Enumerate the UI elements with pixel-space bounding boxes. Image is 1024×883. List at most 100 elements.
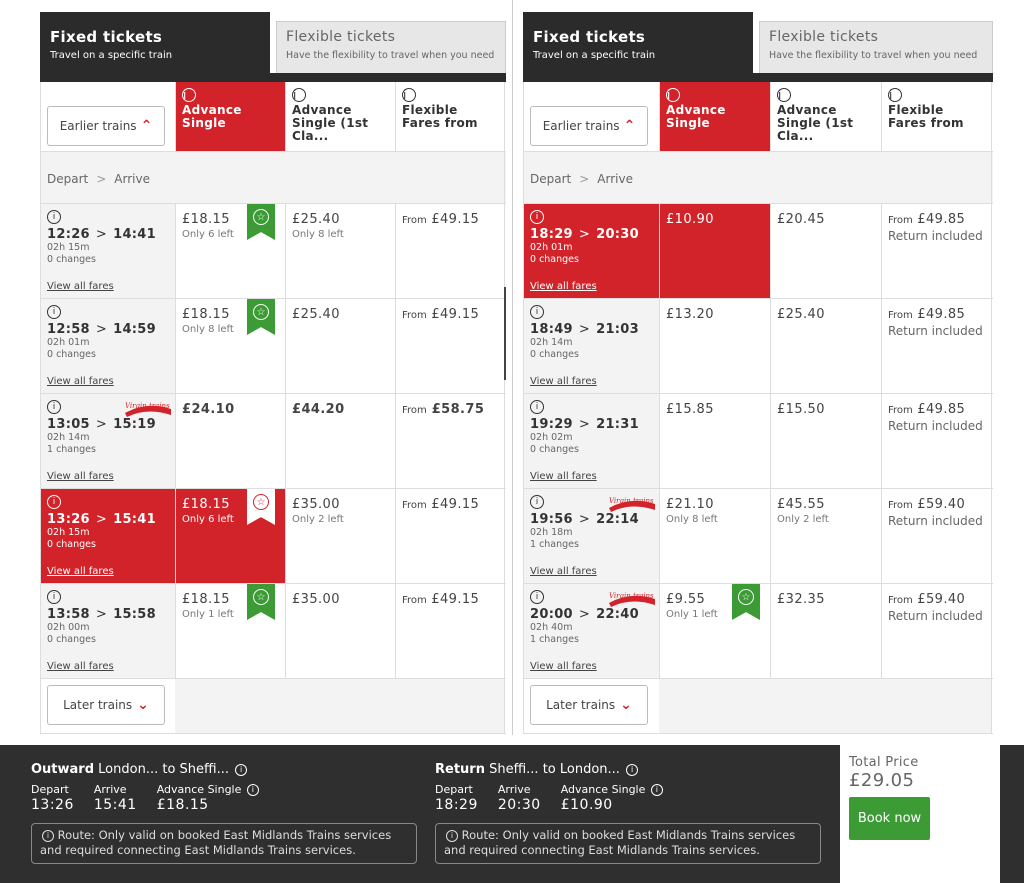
train-info-cell[interactable]: i 12:58 >14:59 02h 01m 0 changes View all… [41, 299, 175, 393]
fare-cell[interactable]: £18.15 Only 1 left ☆ [175, 584, 285, 678]
later-trains-button[interactable]: Later trains ⌄ [47, 685, 165, 725]
fare-cell[interactable]: £21.10 Only 8 left [659, 489, 770, 583]
earlier-trains-button[interactable]: Earlier trains ⌃ [47, 106, 165, 146]
info-icon[interactable]: i [888, 88, 902, 102]
fare-cell-selected[interactable]: £10.90 [659, 204, 770, 298]
fare-cell[interactable]: £25.40 [770, 299, 881, 393]
view-all-fares-link[interactable]: View all fares [47, 281, 114, 292]
fare-cell[interactable]: From £59.40 Return included [881, 584, 992, 678]
train-info-cell[interactable]: i 13:58 >15:58 02h 00m 0 changes View all… [41, 584, 175, 678]
view-all-fares-link[interactable]: View all fares [530, 281, 597, 292]
view-all-fares-link[interactable]: View all fares [47, 376, 114, 387]
fare-cell[interactable]: From £49.85 Return included [881, 204, 992, 298]
info-icon[interactable]: i [246, 783, 259, 796]
view-all-fares-link[interactable]: View all fares [47, 661, 114, 672]
info-icon[interactable]: i [530, 495, 544, 509]
fare-note: Only 1 left [182, 609, 234, 620]
book-now-button[interactable]: Book now [849, 797, 930, 840]
info-icon[interactable]: i [530, 590, 544, 604]
arrive-time: 15:41 [93, 797, 137, 813]
view-all-fares-link[interactable]: View all fares [530, 471, 597, 482]
later-trains-button[interactable]: Later trains ⌄ [530, 685, 648, 725]
info-icon[interactable]: i [47, 400, 61, 414]
info-icon[interactable]: i [626, 763, 639, 776]
fare-header-advance-single-first[interactable]: i Advance Single (1st Cla... [285, 82, 395, 151]
depart-arrive-label: Depart > Arrive [524, 152, 659, 203]
fare-cell[interactable]: £18.15 Only 8 left ☆ [175, 299, 285, 393]
fare-header-advance-single[interactable]: i Advance Single [175, 82, 285, 151]
view-all-fares-link[interactable]: View all fares [47, 566, 114, 577]
fare-header-flexible[interactable]: i Flexible Fares from [881, 82, 992, 151]
fare-cell[interactable]: From £49.15 [395, 299, 505, 393]
fare-cell[interactable]: £24.10 [175, 394, 285, 488]
info-icon[interactable]: i [235, 763, 248, 776]
view-all-fares-link[interactable]: View all fares [530, 566, 597, 577]
info-icon[interactable]: i [650, 783, 663, 796]
tab-flexible-tickets[interactable]: Flexible tickets Have the flexibility to… [276, 21, 506, 73]
info-icon[interactable]: i [530, 210, 544, 224]
info-icon[interactable]: i [47, 590, 61, 604]
fare-cell[interactable]: £25.40 Only 8 left [285, 204, 395, 298]
fare-cell[interactable]: £45.55 Only 2 left [770, 489, 881, 583]
fare-header-advance-single[interactable]: i Advance Single [659, 82, 770, 151]
view-all-fares-link[interactable]: View all fares [47, 471, 114, 482]
fare-cell[interactable]: From £49.85 Return included [881, 394, 992, 488]
info-icon[interactable]: i [777, 88, 791, 102]
info-icon[interactable]: i [292, 88, 306, 102]
later-trains-label: Later trains [546, 698, 616, 712]
star-icon: ☆ [253, 589, 269, 605]
train-info-cell[interactable]: i 18:29 >20:30 02h 01m 0 changes View all… [524, 204, 659, 298]
fare-cell[interactable]: From £49.15 [395, 489, 505, 583]
route-note: i Route: Only valid on booked East Midla… [435, 823, 821, 864]
tab-flexible-tickets[interactable]: Flexible tickets Have the flexibility to… [759, 21, 993, 73]
info-icon[interactable]: i [530, 305, 544, 319]
fare-note: Only 2 left [777, 514, 829, 525]
fare-cell[interactable]: £20.45 [770, 204, 881, 298]
fare-cell[interactable]: £9.55 Only 1 left ☆ [659, 584, 770, 678]
train-info-cell[interactable]: i Virgin trains 20:00 >22:40 02h 40m 1 ch… [524, 584, 659, 678]
fare-cell[interactable]: £18.15 Only 6 left ☆ [175, 204, 285, 298]
info-icon[interactable]: i [530, 400, 544, 414]
tab-fixed-tickets[interactable]: Fixed tickets Travel on a specific train [523, 12, 753, 74]
fare-cell[interactable]: From £59.40 Return included [881, 489, 992, 583]
view-all-fares-link[interactable]: View all fares [530, 661, 597, 672]
fare-cell[interactable]: £13.20 [659, 299, 770, 393]
fare-cell-selected[interactable]: £18.15 Only 6 left ☆ [175, 489, 285, 583]
fare-price: £24.10 [182, 402, 235, 417]
fare-header-advance-single-first[interactable]: i Advance Single (1st Cla... [770, 82, 881, 151]
fare-cell[interactable]: From £49.85 Return included [881, 299, 992, 393]
fare-cell[interactable]: £32.35 [770, 584, 881, 678]
fare-cell[interactable]: £25.40 [285, 299, 395, 393]
info-icon[interactable]: i [47, 210, 61, 224]
fare-price: £45.55 [777, 497, 825, 512]
info-icon[interactable]: i [402, 88, 416, 102]
fare-cell[interactable]: £15.85 [659, 394, 770, 488]
tab-fixed-title: Fixed tickets [533, 28, 646, 46]
fare-cell[interactable]: £35.00 [285, 584, 395, 678]
train-info-cell[interactable]: i Virgin trains 13:05 >15:19 02h 14m 1 ch… [41, 394, 175, 488]
depart-label: Depart [435, 783, 473, 796]
earlier-trains-button[interactable]: Earlier trains ⌃ [530, 106, 648, 146]
depart-time: 13:05 [47, 417, 90, 432]
info-icon[interactable]: i [666, 88, 680, 102]
fare-cell[interactable]: From £58.75 [395, 394, 505, 488]
info-icon[interactable]: i [47, 495, 61, 509]
info-icon[interactable]: i [182, 88, 196, 102]
view-all-fares-link[interactable]: View all fares [530, 376, 597, 387]
fare-cell[interactable]: £35.00 Only 2 left [285, 489, 395, 583]
train-info-cell[interactable]: i Virgin trains 19:56 >22:14 02h 18m 1 ch… [524, 489, 659, 583]
fare-cell[interactable]: £44.20 [285, 394, 395, 488]
depart-label: Depart [31, 783, 69, 796]
fare-cell[interactable]: £15.50 [770, 394, 881, 488]
train-info-cell[interactable]: i 12:26 >14:41 02h 15m 0 changes View all… [41, 204, 175, 298]
info-icon[interactable]: i [47, 305, 61, 319]
outward-summary: Outward London... to Sheffi... i Depart 1… [31, 762, 419, 864]
fare-cell[interactable]: From £49.15 [395, 204, 505, 298]
scrollbar[interactable] [504, 287, 506, 380]
fare-cell[interactable]: From £49.15 [395, 584, 505, 678]
train-info-cell[interactable]: i 19:29 >21:31 02h 02m 0 changes View all… [524, 394, 659, 488]
train-info-cell[interactable]: i 18:49 >21:03 02h 14m 0 changes View all… [524, 299, 659, 393]
train-info-cell[interactable]: i 13:26 >15:41 02h 15m 0 changes View all… [41, 489, 175, 583]
tab-fixed-tickets[interactable]: Fixed tickets Travel on a specific train [40, 12, 270, 74]
fare-header-flexible[interactable]: i Flexible Fares from [395, 82, 505, 151]
